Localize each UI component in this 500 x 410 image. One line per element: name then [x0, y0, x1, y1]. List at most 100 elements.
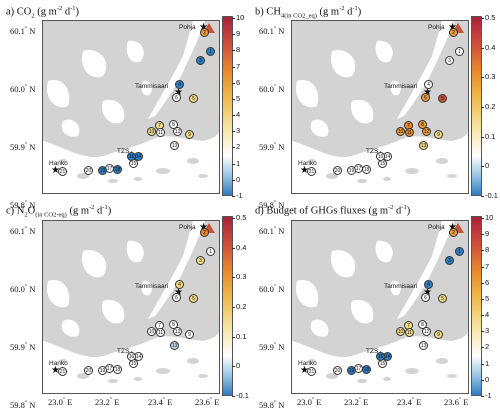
site-marker[interactable]: 16: [127, 352, 136, 361]
site-marker[interactable]: 1: [206, 247, 215, 256]
site-marker[interactable]: 20: [84, 366, 93, 375]
site-marker[interactable]: 18: [362, 165, 371, 174]
site-marker[interactable]: 1: [455, 47, 464, 56]
lat-value: 60.0: [259, 84, 274, 94]
island: [134, 177, 142, 181]
water-body: [143, 149, 219, 193]
site-marker[interactable]: 6: [172, 93, 181, 102]
gas-subscript: 2: [24, 211, 28, 219]
colorbar-tick: 0.1: [480, 131, 496, 141]
lat-suffix: N: [27, 26, 36, 36]
site-marker[interactable]: 18: [113, 365, 122, 374]
lat-value: 59.8: [10, 400, 25, 410]
site-marker[interactable]: 3: [445, 56, 454, 65]
site-marker[interactable]: 11: [405, 128, 414, 137]
site-marker[interactable]: 13: [419, 141, 428, 150]
gas-qualifier: (in CO2-eq): [35, 211, 67, 219]
unit-open: (g m: [365, 205, 388, 217]
site-marker[interactable]: 10: [396, 327, 405, 336]
site-marker[interactable]: 1: [455, 247, 464, 256]
degree-sign: °: [273, 400, 277, 407]
gas-qualifier: (in CO2_eq): [284, 12, 317, 20]
site-marker[interactable]: 4: [424, 80, 433, 89]
site-marker[interactable]: 21: [58, 367, 67, 376]
site-marker[interactable]: 19: [347, 366, 356, 375]
site-marker[interactable]: 20: [333, 166, 342, 175]
site-marker[interactable]: 13: [170, 341, 179, 350]
site-marker[interactable]: 3: [196, 56, 205, 65]
site-marker[interactable]: 1: [206, 47, 215, 56]
island: [108, 379, 118, 383]
colorbar-tick: 0: [480, 374, 490, 384]
site-marker[interactable]: 6: [172, 293, 181, 302]
colorbar-tick: 0: [231, 361, 241, 371]
site-marker[interactable]: 10: [396, 127, 405, 136]
site-marker[interactable]: 13: [419, 341, 428, 350]
site-marker[interactable]: 20: [84, 166, 93, 175]
site-marker[interactable]: 5: [189, 294, 198, 303]
site-marker[interactable]: 6: [421, 293, 430, 302]
site-marker[interactable]: 20: [333, 366, 342, 375]
water-body: [47, 80, 70, 108]
station-star-icon: ★: [51, 165, 60, 176]
site-marker[interactable]: 9: [434, 130, 443, 139]
site-marker[interactable]: 16: [376, 352, 385, 361]
site-marker[interactable]: 10: [147, 327, 156, 336]
site-marker[interactable]: 4: [175, 80, 184, 89]
site-marker[interactable]: 3: [445, 256, 454, 265]
site-marker[interactable]: 9: [185, 130, 194, 139]
longitude-label: 23.6° E: [444, 397, 468, 407]
gas-tail: O: [27, 205, 36, 217]
colorbar-tick: 0.3: [231, 272, 247, 282]
site-marker[interactable]: 21: [307, 367, 316, 376]
site-marker[interactable]: 11: [405, 328, 414, 337]
town-label-tzs: TZS: [117, 148, 130, 155]
site-marker[interactable]: 5: [438, 294, 447, 303]
town-label-hanko: Hanko: [298, 160, 317, 167]
site-marker[interactable]: 11: [156, 328, 165, 337]
colorbar-tick: 8: [231, 45, 241, 55]
site-marker[interactable]: 5: [189, 94, 198, 103]
site-marker[interactable]: 2: [449, 28, 458, 37]
site-marker[interactable]: 18: [362, 365, 371, 374]
site-marker[interactable]: 19: [98, 166, 107, 175]
site-marker[interactable]: 4: [424, 280, 433, 289]
site-marker[interactable]: 6: [421, 93, 430, 102]
site-marker[interactable]: 9: [185, 330, 194, 339]
unit-tail: d: [393, 205, 402, 217]
site-marker[interactable]: 21: [307, 167, 316, 176]
site-marker[interactable]: 9: [434, 330, 443, 339]
site-marker[interactable]: 19: [98, 366, 107, 375]
site-marker[interactable]: 13: [170, 141, 179, 150]
site-marker[interactable]: 12: [422, 127, 431, 136]
longitude-label: 23.2° E: [95, 397, 119, 407]
water-body: [390, 280, 401, 296]
site-marker[interactable]: 12: [422, 327, 431, 336]
site-marker[interactable]: 21: [58, 167, 67, 176]
site-marker[interactable]: 16: [376, 152, 385, 161]
site-marker[interactable]: 3: [196, 256, 205, 265]
site-marker[interactable]: 4: [175, 280, 184, 289]
sea-and-islands: [43, 21, 219, 193]
water-body: [296, 80, 319, 108]
water-body: [397, 221, 454, 319]
site-marker[interactable]: 2: [449, 228, 458, 237]
pohja-triangle-icon: [203, 23, 215, 33]
site-marker[interactable]: 5: [438, 94, 447, 103]
degree-sign: °: [24, 226, 28, 233]
lon-suffix: E: [112, 397, 120, 407]
site-marker[interactable]: 16: [127, 152, 136, 161]
site-marker[interactable]: 10: [147, 127, 156, 136]
site-marker[interactable]: 2: [200, 28, 209, 37]
site-marker[interactable]: 18: [113, 165, 122, 174]
site-marker[interactable]: 2: [200, 228, 209, 237]
site-marker[interactable]: 12: [173, 127, 182, 136]
pohja-triangle-icon: [452, 223, 464, 233]
water-body: [296, 280, 319, 308]
site-marker[interactable]: 12: [173, 327, 182, 336]
colorbar-tick: 0.5: [231, 213, 247, 222]
site-marker[interactable]: 11: [156, 128, 165, 137]
site-marker[interactable]: 19: [347, 166, 356, 175]
colorbar: [471, 216, 482, 396]
lon-suffix: E: [361, 397, 369, 407]
